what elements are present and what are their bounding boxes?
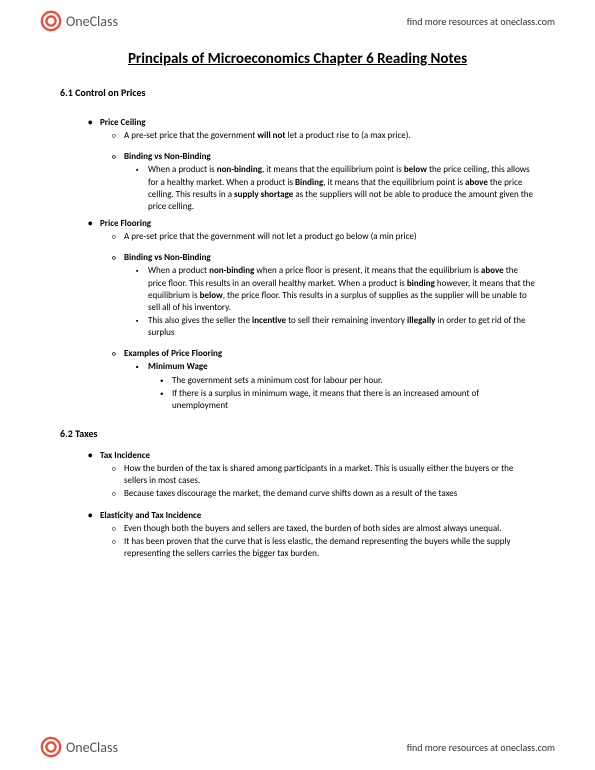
pf-examples-label: Examples of Price Flooring — [112, 348, 535, 360]
oneclass-logo-icon — [40, 736, 62, 758]
tax-incidence-label: Tax Incidence — [88, 450, 535, 462]
min-wage-label: Minimum Wage — [136, 361, 535, 373]
pf-bnb-p2: This also gives the seller the incentive… — [136, 315, 535, 339]
eti-p1: Even though both the buyers and sellers … — [112, 523, 535, 535]
section-6-1-heading: 6.1 Control on Prices — [60, 86, 535, 99]
header-link[interactable]: find more resources at oneclass.com — [407, 15, 555, 28]
page-title: Principals of Microeconomics Chapter 6 R… — [60, 50, 535, 68]
pf-def: A pre-set price that the government will… — [112, 231, 535, 243]
ti-p2: Because taxes discourage the market, the… — [112, 488, 535, 500]
page-header: OneClass find more resources at oneclass… — [0, 0, 595, 40]
footer-logo-text: OneClass — [66, 739, 118, 756]
footer-logo: OneClass — [40, 736, 118, 758]
section-6-2-heading: 6.2 Taxes — [60, 427, 535, 440]
eti-p2: It has been proven that the curve that i… — [112, 536, 535, 560]
pf-bnb-p1: When a product non-binding when a price … — [136, 265, 535, 314]
price-flooring-label: Price Flooring — [88, 218, 535, 230]
price-ceiling-label: Price Ceiling — [88, 117, 535, 129]
footer-link[interactable]: find more resources at oneclass.com — [407, 741, 555, 754]
min-wage-1: The government sets a minimum cost for l… — [160, 375, 535, 387]
min-wage-2: If there is a surplus in minimum wage, i… — [160, 388, 535, 412]
pc-bnb-label: Binding vs Non-Binding — [112, 151, 535, 163]
oneclass-logo-icon — [40, 10, 62, 32]
logo: OneClass — [40, 10, 118, 32]
pf-bnb-label: Binding vs Non-Binding — [112, 252, 535, 264]
document-content: Principals of Microeconomics Chapter 6 R… — [0, 40, 595, 560]
logo-text: OneClass — [66, 13, 118, 30]
page-footer: OneClass find more resources at oneclass… — [0, 728, 595, 770]
pc-bnb-text: When a product is non-binding, it means … — [136, 164, 535, 213]
ti-p1: How the burden of the tax is shared amon… — [112, 463, 535, 487]
elasticity-ti-label: Elasticity and Tax Incidence — [88, 510, 535, 522]
price-ceiling-def: A pre-set price that the government will… — [112, 130, 535, 142]
